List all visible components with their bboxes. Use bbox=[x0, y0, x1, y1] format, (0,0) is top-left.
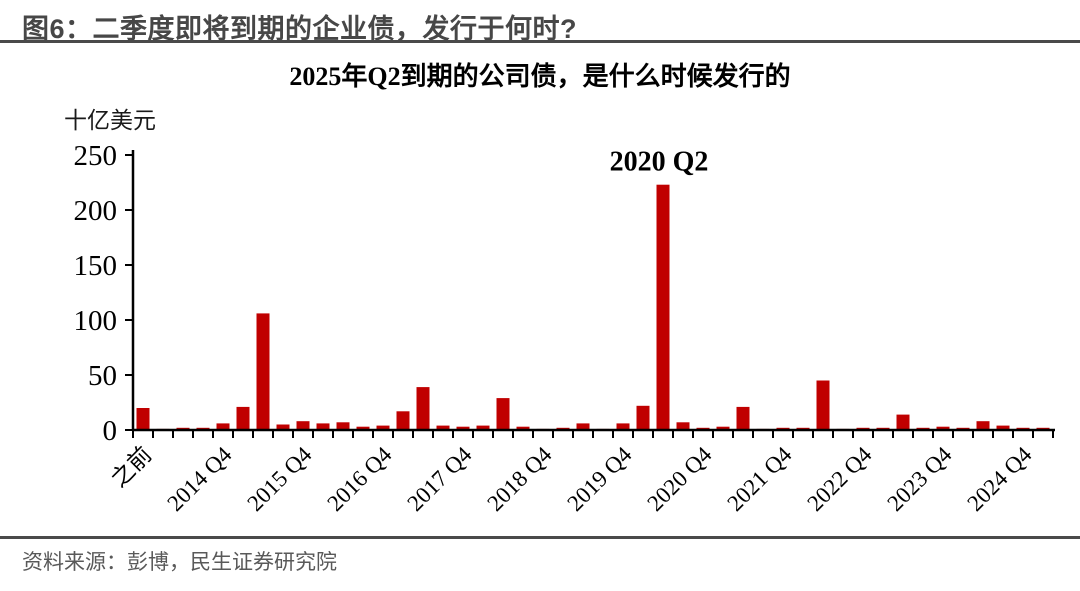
bar-2015-Q2 bbox=[256, 313, 270, 430]
x-axis-label: 2018 Q4 bbox=[482, 442, 557, 517]
bar-2017-Q2 bbox=[416, 387, 430, 430]
x-axis-label: 2023 Q4 bbox=[882, 442, 957, 517]
x-axis-label: 2024 Q4 bbox=[962, 442, 1037, 517]
bar-2016-Q3 bbox=[356, 426, 370, 430]
x-axis-label: 2021 Q4 bbox=[722, 442, 797, 517]
bar-2020-Q2 bbox=[656, 184, 670, 430]
y-tick-label: 50 bbox=[88, 360, 117, 392]
bar-2024-Q3 bbox=[996, 425, 1010, 430]
bar-2023-Q2 bbox=[896, 414, 910, 430]
x-axis-label: 之前 bbox=[106, 442, 156, 492]
bar-2016-Q2 bbox=[336, 422, 350, 430]
y-tick-label: 0 bbox=[103, 415, 118, 447]
bar-2019-Q4 bbox=[616, 423, 630, 430]
y-tick-label: 250 bbox=[74, 140, 118, 172]
x-axis-label: 2014 Q4 bbox=[162, 442, 237, 517]
bar-2017-Q4 bbox=[456, 426, 470, 430]
bar-2017-Q1 bbox=[396, 411, 410, 430]
annotation-peak-label: 2020 Q2 bbox=[610, 147, 709, 178]
bar-2024-Q2 bbox=[976, 421, 990, 430]
x-axis-label: 2019 Q4 bbox=[562, 442, 637, 517]
bar-2017-Q3 bbox=[436, 425, 450, 430]
bar-之前 bbox=[136, 408, 150, 430]
y-tick-label: 200 bbox=[74, 195, 118, 227]
bar-2015-Q4 bbox=[296, 421, 310, 430]
bar-2016-Q1 bbox=[316, 423, 330, 430]
bar-2023-Q4 bbox=[936, 426, 950, 430]
bar-2021-Q1 bbox=[716, 426, 730, 430]
y-tick-label: 150 bbox=[74, 250, 118, 282]
x-axis-label: 2022 Q4 bbox=[802, 442, 877, 517]
bar-2019-Q2 bbox=[576, 423, 590, 430]
source-note: 资料来源：彭博，民生证券研究院 bbox=[22, 551, 337, 574]
bar-2016-Q4 bbox=[376, 425, 390, 430]
header-divider bbox=[0, 40, 1080, 43]
bar-2020-Q3 bbox=[676, 422, 690, 430]
bar-2014-Q4 bbox=[216, 423, 230, 430]
footer-divider bbox=[0, 536, 1080, 539]
bar-2018-Q1 bbox=[476, 425, 490, 430]
bar-2021-Q2 bbox=[736, 406, 750, 430]
bar-2015-Q1 bbox=[236, 406, 250, 430]
x-axis-label: 2016 Q4 bbox=[322, 442, 397, 517]
bar-2020-Q1 bbox=[636, 405, 650, 430]
bar-2018-Q2 bbox=[496, 398, 510, 430]
x-axis-label: 2020 Q4 bbox=[642, 442, 717, 517]
x-axis-label: 2015 Q4 bbox=[242, 442, 317, 517]
x-axis-label: 2017 Q4 bbox=[402, 442, 477, 517]
y-tick-label: 100 bbox=[74, 305, 118, 337]
figure-title: 图6：二季度即将到期的企业债，发行于何时? bbox=[22, 14, 578, 44]
y-axis-unit-label: 十亿美元 bbox=[64, 108, 156, 133]
chart-title: 2025年Q2到期的公司债，是什么时候发行的 bbox=[289, 62, 791, 91]
bar-2022-Q2 bbox=[816, 380, 830, 430]
bar-2015-Q3 bbox=[276, 424, 290, 430]
bar-2018-Q3 bbox=[516, 426, 530, 430]
